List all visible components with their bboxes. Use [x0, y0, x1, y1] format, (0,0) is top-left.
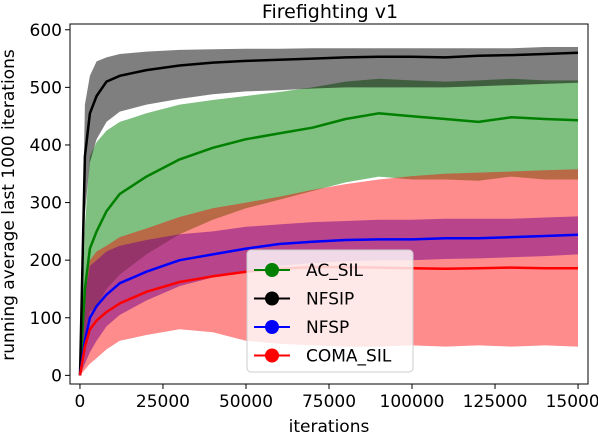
series-line-ac-sil — [78, 112, 579, 376]
y-axis-label: running average last 1000 iterations — [0, 49, 19, 361]
x-tick-label: 25000 — [136, 392, 190, 412]
y-tick-label: 600 — [30, 21, 62, 41]
x-tick-label: 100000 — [380, 392, 445, 412]
x-tick-label: 125000 — [463, 392, 528, 412]
legend-label-ac-sil: AC_SIL — [306, 261, 364, 281]
legend-marker-ac-sil — [265, 263, 279, 277]
series-line-nfsip — [78, 51, 579, 376]
legend-items: AC_SIL NFSIP NFSP COMA_SIL — [254, 261, 392, 367]
series-lines — [78, 51, 579, 376]
legend-label-coma-sil: COMA_SIL — [306, 347, 392, 367]
y-tick-label: 400 — [30, 136, 62, 156]
legend: AC_SIL NFSIP NFSP COMA_SIL — [246, 249, 414, 373]
x-tick-label: 75000 — [302, 392, 356, 412]
y-tick-label: 500 — [30, 78, 62, 98]
legend-marker-nfsip — [265, 291, 279, 306]
legend-box — [246, 249, 414, 373]
legend-label-nfsip: NFSIP — [306, 290, 354, 310]
y-tick-label: 0 — [51, 366, 62, 386]
band-nfsip — [80, 47, 578, 376]
y-axis: 0 100 200 300 400 500 600 — [30, 21, 70, 386]
band-ac-sil — [80, 78, 578, 376]
x-tick-label: 50000 — [219, 392, 273, 412]
series-line-nfsp — [78, 233, 579, 376]
y-tick-label: 300 — [30, 194, 62, 214]
y-tick-label: 100 — [30, 309, 62, 329]
legend-label-nfsp: NFSP — [306, 318, 349, 338]
x-tick-label: 0 — [75, 392, 86, 412]
legend-marker-nfsp — [265, 320, 279, 334]
legend-marker-coma-sil — [265, 348, 279, 363]
x-axis-label: iterations — [289, 417, 370, 434]
y-tick-label: 200 — [30, 251, 62, 271]
chart-title: Firefighting v1 — [262, 1, 398, 23]
